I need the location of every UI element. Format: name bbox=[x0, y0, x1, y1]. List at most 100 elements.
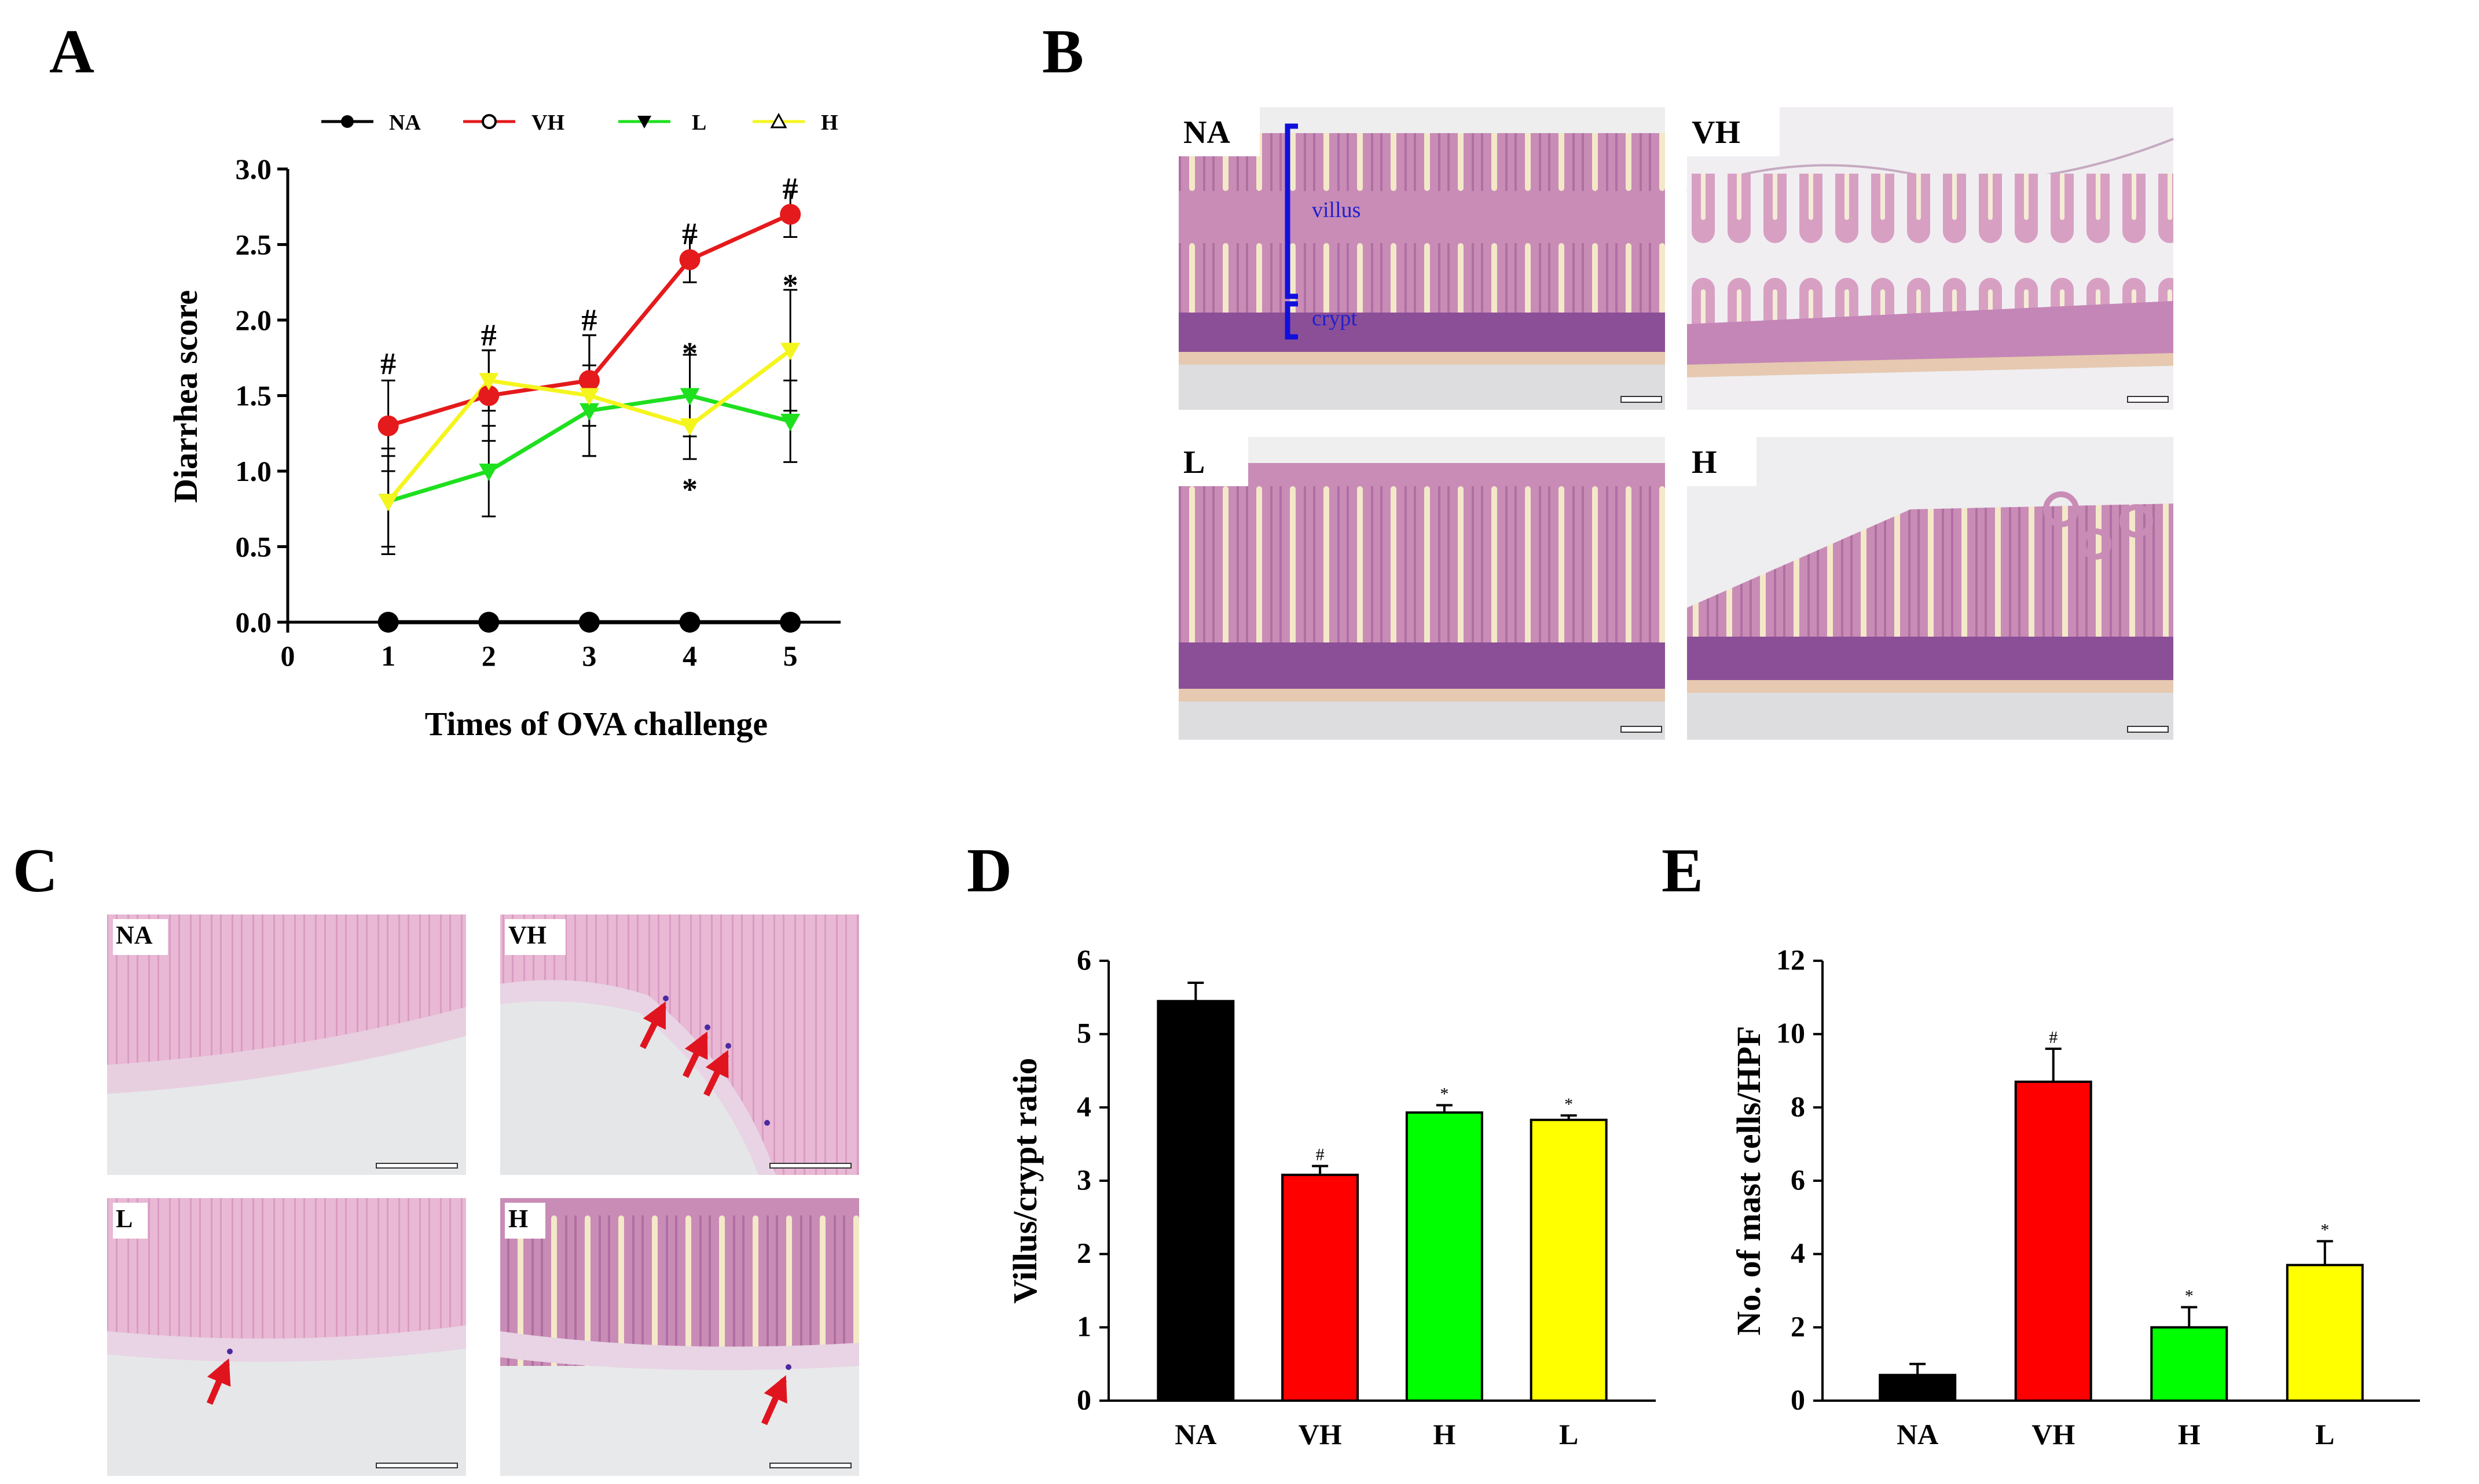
mast-cell-arrow bbox=[703, 1050, 729, 1097]
significance-hash: # bbox=[581, 303, 597, 337]
data-point-vh bbox=[679, 249, 701, 270]
y-tick-label: 2 bbox=[1077, 1237, 1091, 1269]
histology-b-l: L bbox=[1179, 437, 1665, 740]
data-point-h bbox=[378, 494, 398, 512]
data-point-l bbox=[680, 388, 700, 406]
y-tick-label: 4 bbox=[1077, 1090, 1091, 1122]
significance-hash: # bbox=[682, 216, 698, 251]
y-tick-label: 0.5 bbox=[236, 531, 272, 563]
y-tick-label: 0.0 bbox=[236, 606, 272, 638]
x-tick-label: L bbox=[2315, 1418, 2334, 1450]
data-point-na bbox=[478, 612, 500, 633]
legend-item-na: NA bbox=[321, 111, 421, 135]
significance-mark: # bbox=[2049, 1028, 2058, 1047]
legend-label-vh: VH bbox=[531, 111, 564, 135]
histology-label: H bbox=[1692, 445, 1717, 480]
mast-cell-arrow bbox=[761, 1375, 787, 1426]
y-tick-label: 12 bbox=[1776, 943, 1805, 976]
panel-label-b: B bbox=[1042, 17, 1084, 86]
y-tick-label: 0 bbox=[1077, 1383, 1091, 1416]
data-point-h bbox=[780, 343, 801, 361]
histology-b-vh: VH bbox=[1686, 107, 2174, 410]
y-tick-label: 10 bbox=[1776, 1017, 1805, 1049]
data-point-h bbox=[680, 418, 700, 436]
bar-l bbox=[1530, 1118, 1608, 1402]
data-point-na bbox=[679, 612, 701, 633]
panel-label-d: D bbox=[967, 836, 1012, 905]
bar-h bbox=[1405, 1111, 1483, 1402]
x-tick-label: VH bbox=[1299, 1418, 1342, 1450]
data-point-vh bbox=[478, 385, 500, 406]
y-tick-label: 1.5 bbox=[236, 380, 272, 412]
x-tick-label: 2 bbox=[482, 640, 496, 672]
villus-bracket bbox=[1285, 123, 1298, 299]
significance-star: * bbox=[682, 472, 698, 506]
x-tick-label: H bbox=[2178, 1418, 2201, 1450]
data-point-h bbox=[579, 388, 599, 406]
significance-mark: * bbox=[2185, 1287, 2194, 1306]
histology-label: NA bbox=[116, 921, 153, 949]
x-tick-label: H bbox=[1433, 1418, 1455, 1450]
significance-mark: * bbox=[1564, 1094, 1573, 1114]
bar-l bbox=[2286, 1263, 2364, 1402]
chart-a: NA VH L H 0.0 0.5 1.0 1.5 2.0 2.5 3.0 0 1 2 3 4 5 # #… bbox=[167, 111, 841, 743]
significance-star: * bbox=[783, 268, 798, 303]
x-tick-label: 3 bbox=[582, 640, 596, 672]
y-tick-label: 6 bbox=[1791, 1163, 1805, 1196]
significance-mark: * bbox=[1440, 1085, 1448, 1104]
significance-hash: # bbox=[783, 171, 798, 206]
panel-label-a: A bbox=[49, 17, 94, 86]
crypt-bracket bbox=[1285, 301, 1298, 340]
significance-mark: # bbox=[1316, 1145, 1325, 1165]
panel-label-c: C bbox=[13, 836, 58, 905]
data-point-na bbox=[377, 612, 399, 633]
histology-c-vh: VH bbox=[500, 914, 859, 1175]
significance-hash: # bbox=[481, 318, 497, 352]
data-point-na bbox=[780, 612, 801, 633]
y-tick-label: 2 bbox=[1791, 1310, 1805, 1342]
data-point-vh bbox=[377, 415, 399, 436]
x-tick-label: 5 bbox=[783, 640, 798, 672]
histology-c-na: NA bbox=[107, 914, 466, 1175]
crypt-annotation: crypt bbox=[1312, 306, 1358, 330]
legend-label-l: L bbox=[692, 111, 706, 135]
y-tick-label: 2.0 bbox=[236, 304, 272, 336]
x-tick-label: VH bbox=[2031, 1418, 2075, 1450]
legend-item-vh: VH bbox=[463, 111, 564, 135]
bar-vh bbox=[1281, 1173, 1359, 1402]
data-point-vh bbox=[780, 204, 801, 225]
x-tick-label: L bbox=[1559, 1418, 1578, 1450]
y-tick-label: 2.5 bbox=[236, 229, 272, 261]
chart-d: 0 1 2 3 4 5 6 NA VH # H * L * Villus/crypt ratio bbox=[1006, 943, 1656, 1450]
histology-label: VH bbox=[1692, 115, 1740, 150]
chart-e-y-label: No. of mast cells/HPF bbox=[1730, 1026, 1767, 1336]
panel-label-e: E bbox=[1662, 836, 1703, 905]
legend-item-l: L bbox=[618, 111, 706, 135]
data-point-l bbox=[780, 413, 801, 431]
histology-label: H bbox=[508, 1204, 528, 1233]
histology-c-l: L bbox=[107, 1198, 466, 1476]
histology-label: NA bbox=[1183, 115, 1230, 150]
villus-annotation: villus bbox=[1312, 198, 1360, 222]
histology-b-h: H bbox=[1687, 437, 2173, 740]
bar-na bbox=[1157, 1000, 1235, 1402]
bar-h bbox=[2150, 1326, 2228, 1402]
panel-c-images: NA VH L bbox=[107, 914, 859, 1476]
chart-d-y-label: Villus/crypt ratio bbox=[1006, 1058, 1044, 1304]
panel-b-images: NA villus crypt VH L bbox=[1179, 107, 2174, 740]
legend-item-h: H bbox=[753, 111, 838, 135]
y-tick-label: 1 bbox=[1077, 1310, 1091, 1342]
y-tick-label: 3 bbox=[1077, 1163, 1091, 1196]
histology-b-na: NA villus crypt bbox=[1179, 107, 1665, 410]
data-point-h bbox=[479, 373, 499, 391]
y-tick-label: 1.0 bbox=[236, 455, 272, 487]
x-tick-label: NA bbox=[1897, 1418, 1938, 1450]
chart-e: 0 2 4 6 8 10 12 NA VH # H * L * No. of mast cells/HPF bbox=[1730, 943, 2420, 1450]
significance-mark: * bbox=[2320, 1221, 2329, 1240]
x-tick-label: 4 bbox=[683, 640, 697, 672]
y-tick-label: 6 bbox=[1077, 943, 1091, 976]
y-tick-label: 5 bbox=[1077, 1017, 1091, 1049]
data-point-na bbox=[578, 612, 600, 633]
histology-label: L bbox=[1183, 445, 1205, 480]
